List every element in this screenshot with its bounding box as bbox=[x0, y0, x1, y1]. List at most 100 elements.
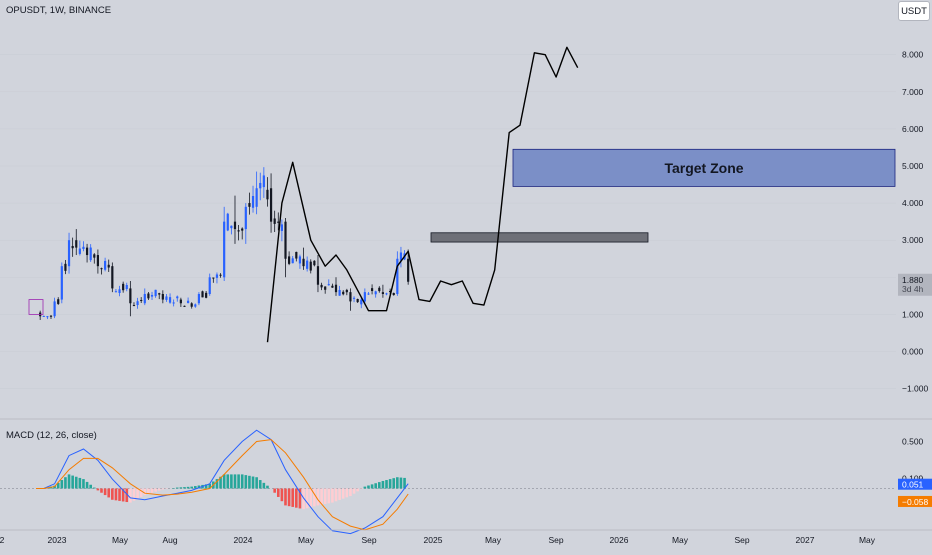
macd-histogram-bar bbox=[385, 480, 388, 488]
macd-histogram-bar bbox=[317, 489, 320, 506]
macd-histogram-bar bbox=[291, 489, 294, 507]
macd-histogram-bar bbox=[382, 481, 385, 489]
macd-histogram-bar bbox=[180, 487, 183, 488]
macd-histogram-bar bbox=[223, 474, 226, 488]
candle-body bbox=[371, 288, 373, 291]
macd-histogram-bar bbox=[176, 488, 179, 489]
candle-body bbox=[284, 222, 286, 259]
candle-body bbox=[230, 226, 232, 228]
macd-histogram-bar bbox=[259, 480, 262, 488]
time-axis-label: May bbox=[672, 535, 689, 545]
time-axis-label: Aug bbox=[162, 535, 177, 545]
macd-histogram-bar bbox=[331, 489, 334, 503]
price-axis-label: 7.000 bbox=[902, 87, 924, 97]
macd-title: MACD (12, 26, close) bbox=[6, 430, 97, 441]
candle-body bbox=[385, 293, 387, 294]
signal-value: −0.058 bbox=[902, 497, 929, 507]
price-axis-label: 4.000 bbox=[902, 198, 924, 208]
candle-body bbox=[375, 291, 377, 294]
time-axis-label: 2023 bbox=[48, 535, 67, 545]
candle-body bbox=[201, 291, 203, 297]
candle-body bbox=[75, 240, 77, 247]
target-zone-label: Target Zone bbox=[664, 160, 743, 176]
candle-body bbox=[342, 292, 344, 294]
macd-histogram-bar bbox=[327, 489, 330, 504]
macd-line bbox=[36, 430, 408, 533]
candle-body bbox=[191, 303, 193, 306]
candle-body bbox=[50, 316, 52, 317]
macd-histogram-bar bbox=[89, 485, 92, 489]
candle-body bbox=[302, 259, 304, 266]
time-axis-label: Sep bbox=[361, 535, 376, 545]
macd-histogram-bar bbox=[107, 489, 110, 498]
macd-histogram-bar bbox=[277, 489, 280, 497]
macd-histogram-bar bbox=[342, 489, 345, 499]
candle-body bbox=[237, 230, 239, 231]
candle-body bbox=[194, 304, 196, 306]
candle-body bbox=[306, 261, 308, 269]
macd-value: 0.051 bbox=[902, 480, 924, 490]
currency-button[interactable]: USDT bbox=[898, 1, 930, 21]
candles bbox=[29, 167, 409, 320]
candle-body bbox=[155, 290, 157, 296]
candle-body bbox=[241, 229, 243, 231]
macd-histogram-bar bbox=[353, 489, 356, 494]
macd-histogram-bar bbox=[374, 483, 377, 488]
candle-body bbox=[173, 302, 175, 303]
candle-body bbox=[407, 259, 409, 282]
macd-histogram-bar bbox=[378, 482, 381, 488]
macd-histogram-bar bbox=[284, 489, 287, 506]
candle-body bbox=[328, 284, 330, 285]
time-axis-label: May bbox=[298, 535, 315, 545]
candle-body bbox=[136, 301, 138, 305]
macd-histogram-bar bbox=[306, 489, 309, 509]
candle-body bbox=[198, 294, 200, 303]
candle-body bbox=[227, 214, 229, 231]
macd-histogram-bar bbox=[154, 489, 157, 492]
candle-body bbox=[126, 285, 128, 289]
macd-histogram-bar bbox=[75, 477, 78, 489]
macd-histogram-bar bbox=[194, 486, 197, 488]
candle-body bbox=[61, 266, 63, 299]
macd-histogram-bar bbox=[115, 489, 118, 501]
candle-body bbox=[122, 284, 124, 290]
time-axis-label: Sep bbox=[734, 535, 749, 545]
macd-histogram-bar bbox=[367, 485, 370, 488]
macd-histogram-bar bbox=[241, 474, 244, 488]
macd-histogram-bar bbox=[97, 489, 100, 491]
candle-body bbox=[310, 262, 312, 271]
macd-histogram-bar bbox=[281, 489, 284, 502]
macd-histogram-bar bbox=[356, 489, 359, 492]
macd-histogram-bar bbox=[71, 476, 74, 489]
macd-histogram-bar bbox=[104, 489, 107, 496]
macd-histogram-bar bbox=[335, 489, 338, 502]
candle-body bbox=[331, 286, 333, 288]
macd-histogram-bar bbox=[143, 489, 146, 496]
macd-histogram-bar bbox=[111, 489, 114, 500]
candle-body bbox=[393, 293, 395, 295]
candle-body bbox=[43, 316, 45, 317]
time-axis-label: May bbox=[112, 535, 129, 545]
macd-histogram-bar bbox=[273, 489, 276, 493]
candle-body bbox=[349, 292, 351, 301]
candle-body bbox=[212, 278, 214, 279]
macd-histogram-bar bbox=[86, 482, 89, 489]
candle-body bbox=[248, 203, 250, 207]
macd-histogram-bar bbox=[263, 483, 266, 489]
candle-body bbox=[144, 294, 146, 303]
macd-histogram-bar bbox=[61, 480, 64, 488]
projection-path bbox=[268, 47, 578, 342]
macd-histogram-bar bbox=[266, 486, 269, 489]
macd-histogram-bar bbox=[371, 484, 374, 488]
candle-body bbox=[115, 291, 117, 292]
zones: Target Zone bbox=[431, 149, 895, 242]
candle-body bbox=[97, 255, 99, 266]
macd-histogram-bar bbox=[118, 489, 121, 501]
price-axis-label: 8.000 bbox=[902, 50, 924, 60]
candle-body bbox=[256, 188, 258, 207]
candle-body bbox=[216, 274, 218, 277]
macd-histogram-bar bbox=[68, 474, 71, 488]
